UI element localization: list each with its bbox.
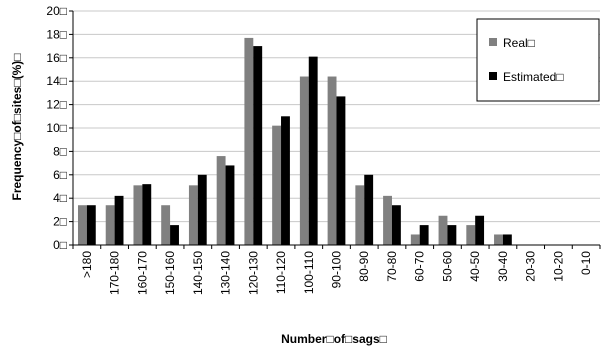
legend-label-estimated: Estimated□ bbox=[503, 70, 564, 84]
bar-real bbox=[244, 37, 254, 245]
y-tick-label: 18□ bbox=[46, 27, 67, 41]
bar-estimated bbox=[253, 46, 263, 245]
bar-real bbox=[383, 195, 392, 245]
x-tick-label: 70-80 bbox=[385, 251, 399, 282]
x-tick-label: 80-90 bbox=[357, 251, 371, 282]
bar-estimated bbox=[419, 225, 429, 245]
bar-real bbox=[438, 215, 448, 245]
bar-estimated bbox=[308, 56, 318, 245]
x-tick-label: 10-20 bbox=[551, 251, 565, 282]
bar-estimated bbox=[281, 116, 290, 245]
bar-real bbox=[161, 205, 171, 245]
bar-estimated bbox=[336, 96, 346, 245]
x-tick-label: 60-70 bbox=[413, 251, 427, 282]
legend-label-real: Real□ bbox=[503, 36, 535, 50]
x-tick-label: 130-140 bbox=[219, 251, 233, 295]
legend-box bbox=[476, 18, 600, 102]
bar-estimated bbox=[447, 225, 457, 245]
y-tick-label: 20□ bbox=[46, 4, 67, 18]
bar-real bbox=[77, 205, 87, 245]
x-axis-title: Number□of□sags□ bbox=[281, 332, 387, 346]
y-tick-labels: 0□ 2□ 4□ 6□ 8□ 10□ 12□ 14□ 16□ 18□ 20□ bbox=[46, 4, 67, 252]
x-tick-label: 30-40 bbox=[496, 251, 510, 282]
bar-estimated bbox=[197, 174, 207, 245]
y-tick-label: 8□ bbox=[53, 144, 67, 158]
bar-real bbox=[272, 125, 282, 245]
bar-real bbox=[188, 185, 198, 245]
bar-real bbox=[494, 234, 503, 245]
x-tick-label: 0-10 bbox=[579, 251, 593, 275]
x-tick-labels: >180 170-180 160-170 150-160 140-150 130-140 1… bbox=[80, 251, 593, 295]
y-tick-label: 2□ bbox=[53, 215, 67, 229]
bar-real bbox=[105, 205, 115, 245]
x-tick-label: 40-50 bbox=[468, 251, 482, 282]
legend: Real□ Estimated□ bbox=[476, 18, 600, 102]
x-tick-label: 90-100 bbox=[330, 251, 344, 289]
x-tick-label: 110-120 bbox=[274, 251, 288, 294]
x-tick-label: 50-60 bbox=[440, 251, 454, 282]
bar-estimated bbox=[114, 195, 124, 245]
x-tick-label: 100-110 bbox=[302, 251, 316, 294]
bar-real bbox=[466, 225, 476, 245]
bar-estimated bbox=[225, 165, 235, 245]
bar-estimated bbox=[391, 205, 401, 245]
bar-real bbox=[216, 156, 226, 245]
x-tick-label: 150-160 bbox=[163, 251, 177, 295]
bars bbox=[77, 37, 512, 246]
bar-estimated bbox=[364, 174, 374, 245]
bar-real bbox=[410, 234, 420, 245]
bar-real bbox=[355, 185, 365, 245]
bar-estimated bbox=[142, 184, 152, 245]
x-tick-label: 140-150 bbox=[191, 251, 205, 295]
y-axis-title: Frequency□of□sites□(%)□ bbox=[10, 53, 24, 200]
x-tick-label: 120-130 bbox=[246, 251, 260, 295]
bar-real bbox=[327, 76, 337, 246]
bar-estimated bbox=[170, 225, 179, 245]
y-tick-label: 10□ bbox=[46, 121, 67, 135]
x-tick-label: 160-170 bbox=[135, 251, 149, 295]
legend-swatch-estimated bbox=[489, 72, 497, 80]
y-tick-label: 16□ bbox=[46, 51, 67, 65]
y-tick-label: 6□ bbox=[53, 168, 67, 182]
bar-estimated bbox=[475, 215, 485, 245]
x-tick-label: 20-30 bbox=[524, 251, 538, 282]
axes bbox=[72, 11, 601, 249]
y-tick-label: 12□ bbox=[46, 98, 67, 112]
bar-real bbox=[133, 185, 143, 245]
bar-estimated bbox=[502, 234, 512, 245]
y-tick-label: 4□ bbox=[53, 191, 67, 205]
x-tick-label: 170-180 bbox=[108, 251, 122, 295]
y-tick-label: 0□ bbox=[53, 238, 67, 252]
bar-estimated bbox=[86, 205, 96, 245]
legend-swatch-real bbox=[489, 38, 497, 46]
bar-real bbox=[299, 76, 309, 246]
x-tick-label: >180 bbox=[80, 251, 94, 278]
y-tick-label: 14□ bbox=[46, 74, 67, 88]
